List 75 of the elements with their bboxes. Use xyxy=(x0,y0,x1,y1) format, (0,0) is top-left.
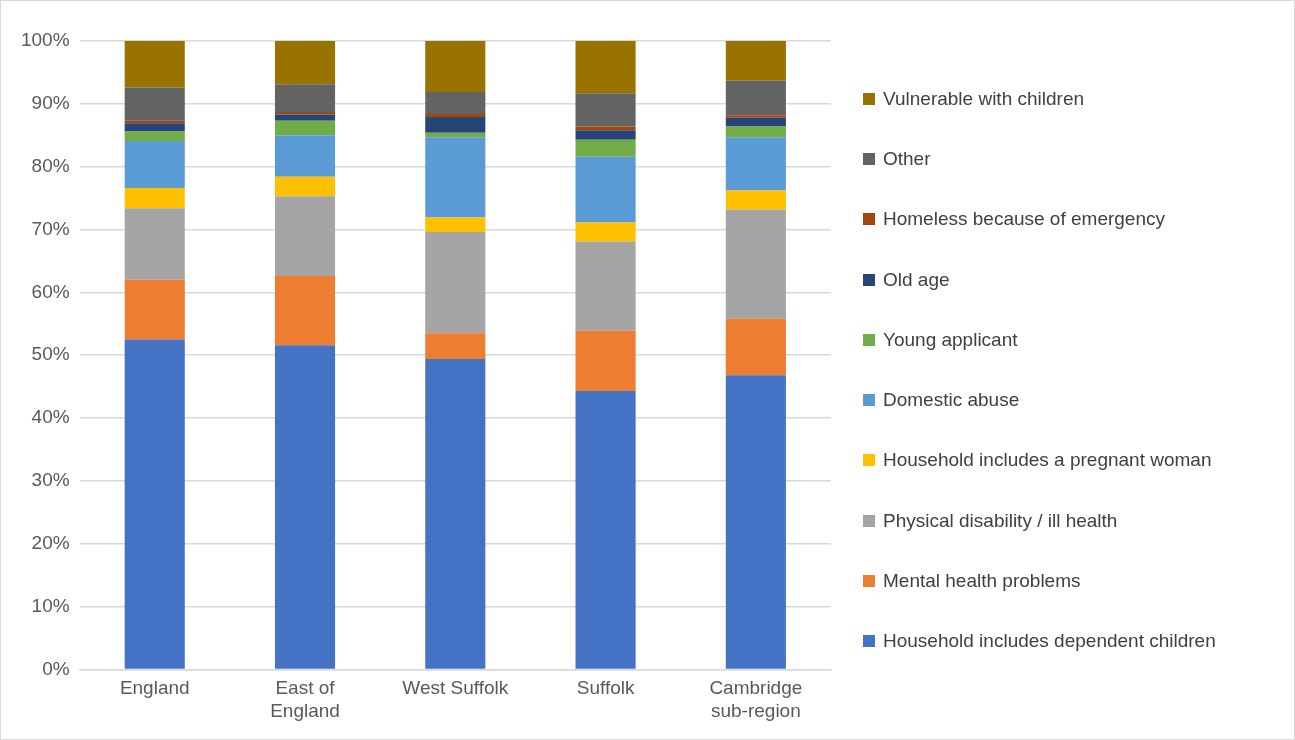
bar xyxy=(575,130,636,140)
bar xyxy=(124,208,185,280)
y-tick-label: 70% xyxy=(31,217,70,239)
bar xyxy=(425,232,486,334)
bar xyxy=(425,358,486,669)
bar xyxy=(425,91,486,114)
bar xyxy=(425,217,486,233)
bar xyxy=(425,117,486,133)
bar xyxy=(575,330,636,392)
bar xyxy=(124,339,185,669)
bar xyxy=(725,209,786,319)
bar xyxy=(575,222,636,242)
bar xyxy=(725,80,786,116)
legend-label: Domestic abuse xyxy=(883,389,1020,412)
bar xyxy=(124,87,185,121)
bar xyxy=(425,113,486,118)
bar xyxy=(725,375,786,669)
y-tick-label: 30% xyxy=(31,469,70,491)
x-tick-label: West Suffolk xyxy=(402,677,509,699)
bar xyxy=(274,84,336,113)
bar xyxy=(274,135,336,177)
bar xyxy=(274,276,336,346)
bar xyxy=(725,318,786,376)
legend-label: Household includes a pregnant woman xyxy=(883,449,1212,472)
y-tick-label: 10% xyxy=(31,594,70,616)
bar xyxy=(575,241,636,331)
bar xyxy=(725,115,786,118)
y-tick-label: 40% xyxy=(31,406,70,428)
bar xyxy=(425,333,486,359)
bar xyxy=(124,279,185,340)
legend-label: Mental health problems xyxy=(883,570,1081,593)
bar xyxy=(124,41,185,88)
y-tick-label: 90% xyxy=(31,92,70,114)
bar xyxy=(274,345,336,669)
bar xyxy=(575,41,636,94)
bar xyxy=(124,123,185,132)
bar xyxy=(725,190,786,210)
bar xyxy=(725,117,786,127)
bar xyxy=(725,41,786,81)
bar xyxy=(725,137,786,191)
bar xyxy=(425,41,486,92)
bar xyxy=(575,156,636,223)
y-tick-label: 60% xyxy=(31,280,70,302)
legend-label: Vulnerable with children xyxy=(883,87,1085,110)
legend-label: Homeless because of emergency xyxy=(883,208,1165,231)
x-tick-label: Suffolk xyxy=(576,677,635,699)
bar xyxy=(575,391,636,669)
bar xyxy=(274,114,336,121)
x-tick-label: East of England xyxy=(270,677,340,721)
y-tick-label: 0% xyxy=(42,657,70,679)
bar xyxy=(425,137,486,218)
legend-label: Young applicant xyxy=(883,328,1018,351)
bar xyxy=(274,176,336,197)
legend-label: Other xyxy=(883,147,931,170)
legend-label: Physical disability / ill health xyxy=(883,509,1118,532)
bar xyxy=(575,126,636,131)
bar xyxy=(274,41,336,85)
legend-label: Old age xyxy=(883,268,950,291)
bar xyxy=(575,93,636,127)
x-tick-label: England xyxy=(119,677,190,699)
bar xyxy=(274,196,336,277)
y-tick-label: 80% xyxy=(31,154,70,176)
bar xyxy=(124,140,185,189)
bar xyxy=(274,112,336,115)
bar xyxy=(124,131,185,141)
bar xyxy=(124,188,185,209)
bar xyxy=(575,139,636,157)
x-tick-label: Cambridge sub-region xyxy=(709,677,803,721)
bar xyxy=(425,132,486,138)
y-tick-label: 50% xyxy=(31,343,70,365)
bar xyxy=(274,120,336,136)
bar xyxy=(725,126,786,138)
y-tick-label: 100% xyxy=(20,29,70,51)
y-tick-label: 20% xyxy=(31,531,70,553)
legend-label: Household includes dependent children xyxy=(883,630,1216,653)
